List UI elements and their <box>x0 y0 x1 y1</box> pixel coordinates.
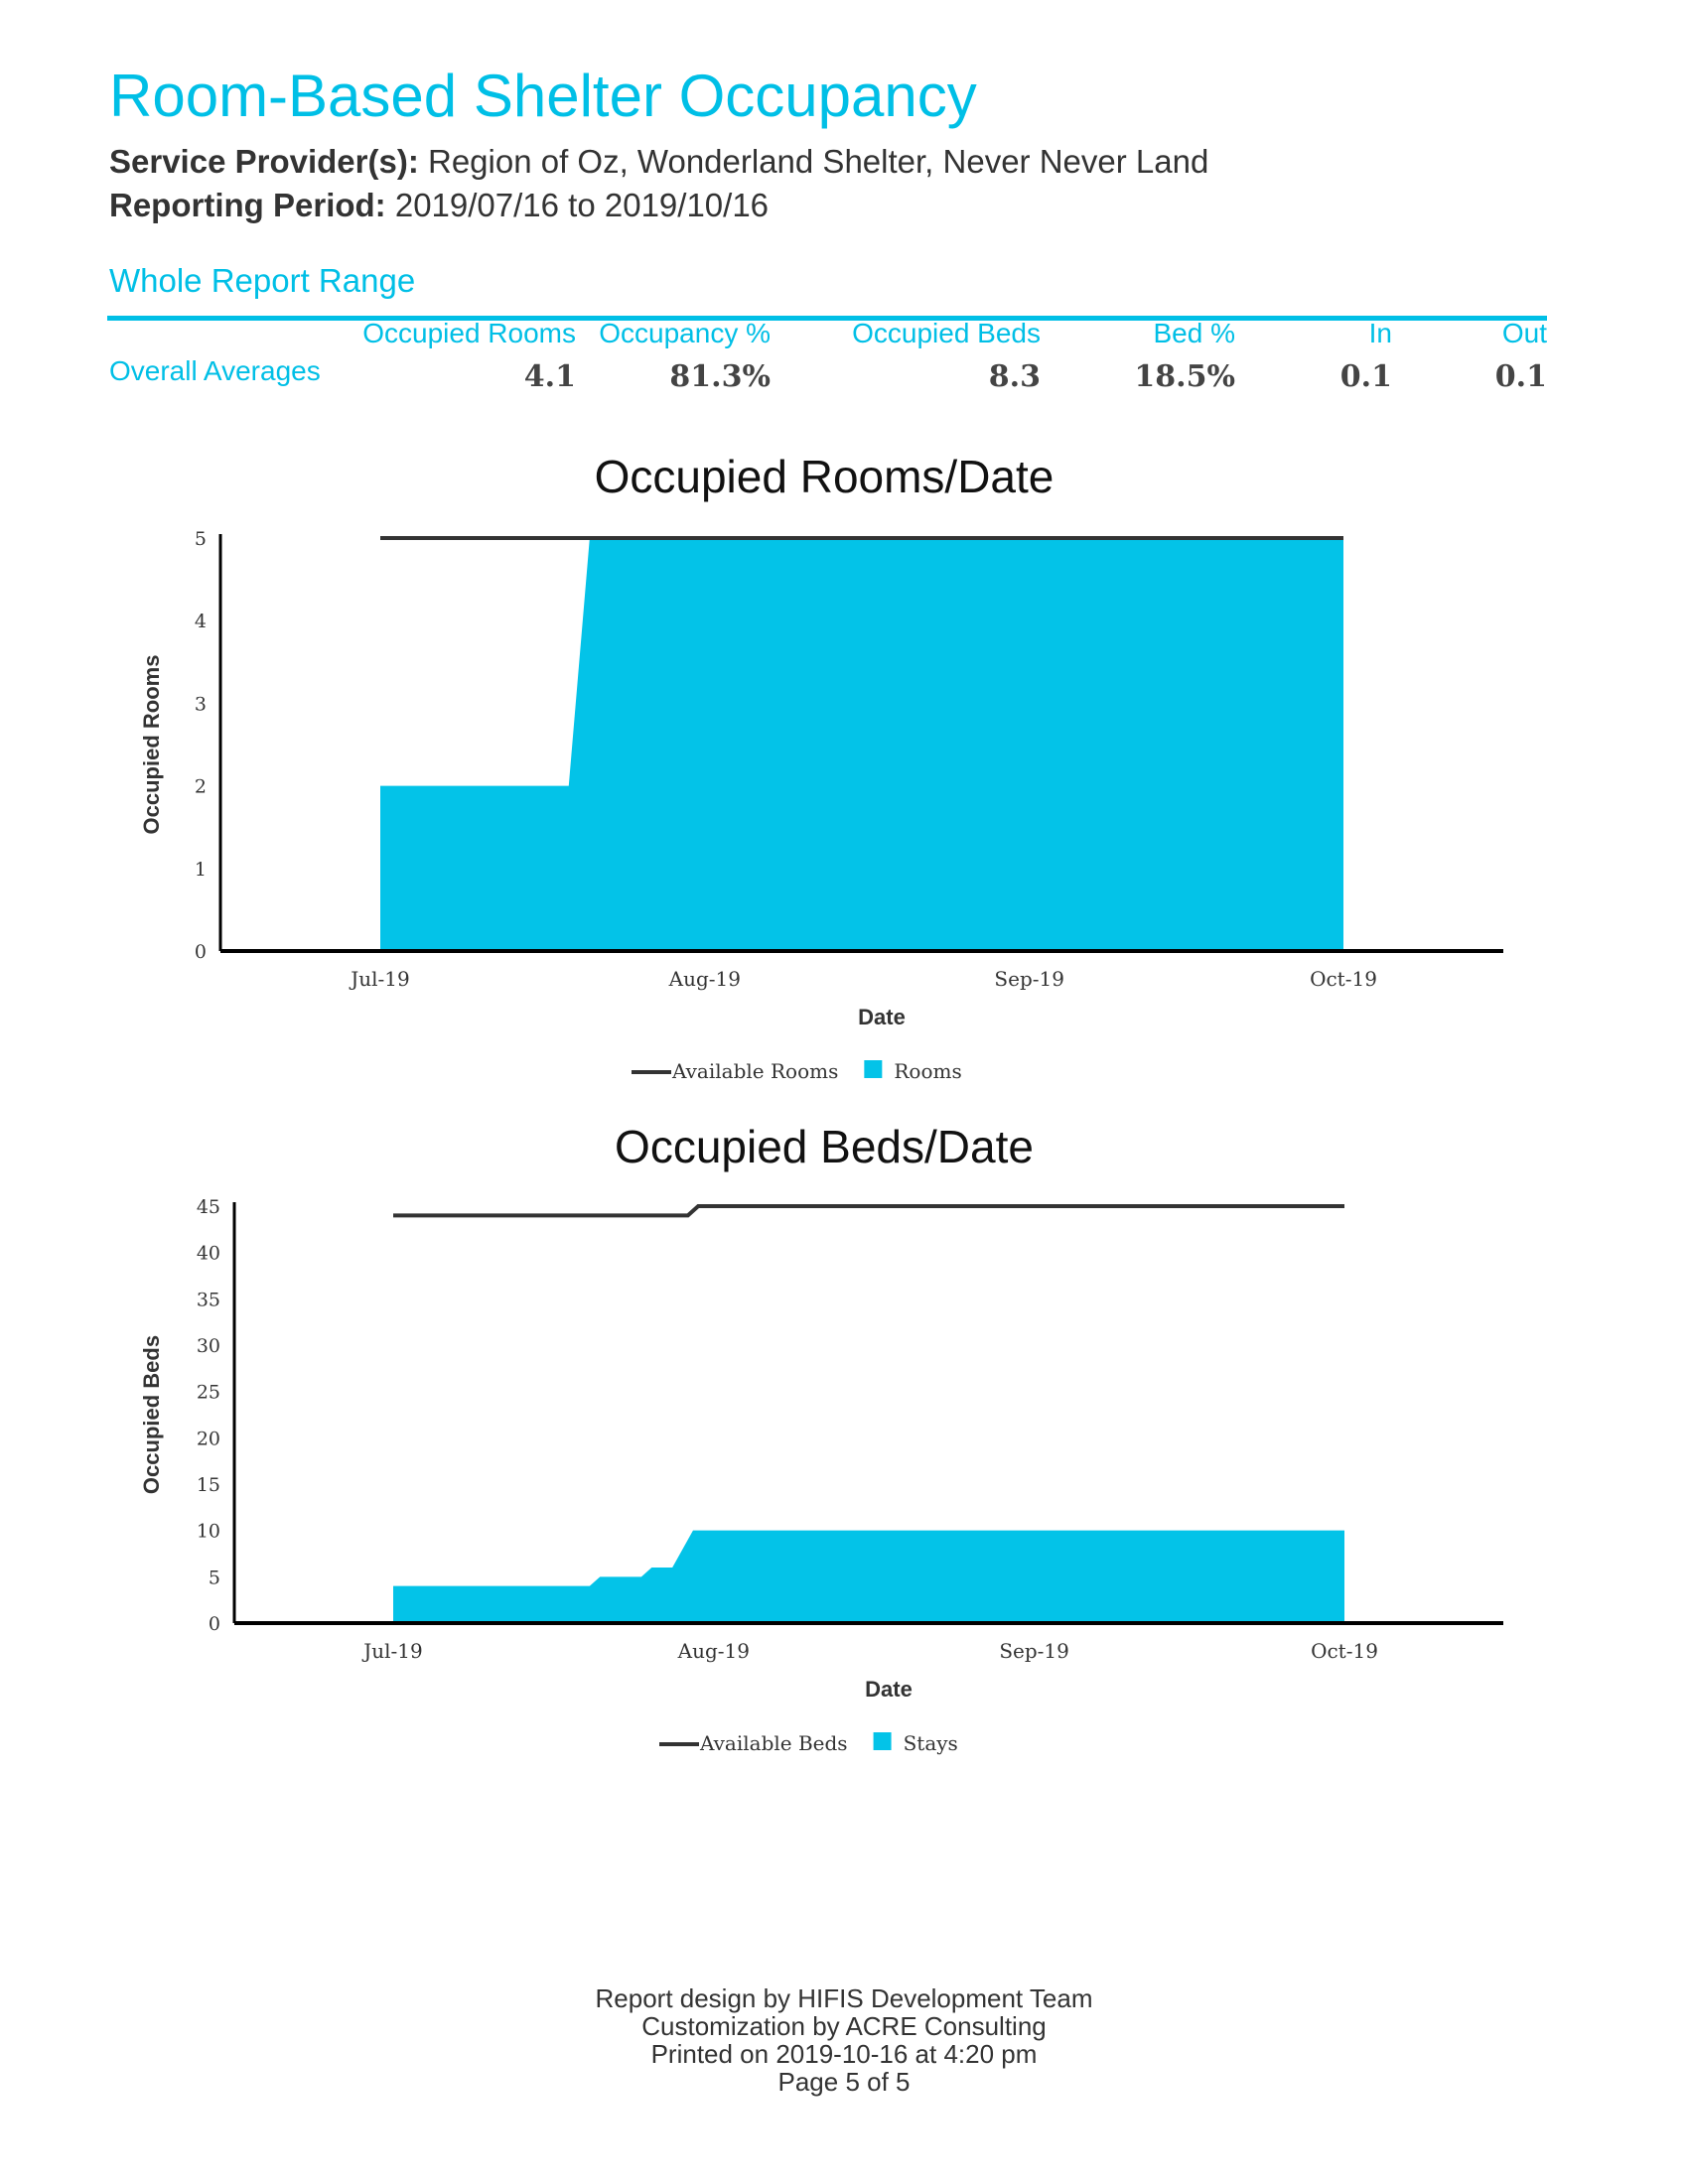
y-tick-label: 25 <box>197 1382 220 1404</box>
col-header: Occupied Rooms <box>362 318 576 348</box>
reporting-period: Reporting Period: 2019/07/16 to 2019/10/… <box>109 187 769 224</box>
y-tick-label: 20 <box>197 1428 220 1449</box>
y-tick-label: 5 <box>195 528 207 550</box>
footer-line: Report design by HIFIS Development Team <box>595 1983 1093 2013</box>
y-tick-label: 2 <box>195 776 207 798</box>
y-tick-label: 0 <box>209 1613 220 1635</box>
y-tick-label: 15 <box>197 1474 220 1496</box>
x-tick-label: Jul-19 <box>361 1639 423 1663</box>
y-tick-label: 5 <box>209 1567 220 1588</box>
provider-label: Service Provider(s): <box>109 143 419 180</box>
line-series-available-beds <box>393 1204 1344 1218</box>
occupied-beds-chart: Occupied Beds/Date 0 5 10 15 20 25 30 35 40 45 Jul-… <box>139 1121 1503 1755</box>
y-axis-label: Occupied Rooms <box>139 655 164 835</box>
section-title: Whole Report Range <box>109 262 416 299</box>
y-tick-label: 45 <box>197 1196 220 1218</box>
y-tick-label: 10 <box>197 1521 220 1543</box>
chart-title: Occupied Beds/Date <box>615 1121 1034 1172</box>
cell-value: 8.3 <box>988 359 1041 394</box>
cell-value: 81.3% <box>669 359 771 394</box>
cell-value: 4.1 <box>523 359 576 394</box>
area-series-rooms <box>380 538 1343 951</box>
col-header: Bed % <box>1153 318 1236 348</box>
y-tick-label: 4 <box>195 611 207 632</box>
col-header: Occupancy % <box>599 318 771 348</box>
row-label: Overall Averages <box>109 355 321 386</box>
x-tick-label: Oct-19 <box>1310 967 1377 991</box>
period-label: Reporting Period: <box>109 187 386 223</box>
y-tick-label: 35 <box>197 1289 220 1310</box>
y-tick-label: 0 <box>195 941 207 963</box>
x-axis-label: Date <box>858 1005 906 1029</box>
x-axis-label: Date <box>865 1677 913 1702</box>
footer-line: Page 5 of 5 <box>777 2067 911 2097</box>
col-header: In <box>1368 318 1392 348</box>
service-provider: Service Provider(s): Region of Oz, Wonde… <box>109 143 1208 181</box>
x-tick-label: Sep-19 <box>994 967 1064 991</box>
legend-swatch-icon <box>864 1060 883 1078</box>
provider-value: Region of Oz, Wonderland Shelter, Never … <box>427 143 1209 180</box>
occupied-rooms-chart: Occupied Rooms/Date 0 1 2 3 4 5 Jul-19 Aug-19 Sep… <box>139 451 1503 1083</box>
x-tick-label: Jul-19 <box>349 967 410 991</box>
y-axis-label: Occupied Beds <box>139 1335 164 1494</box>
divider <box>107 316 1547 321</box>
x-tick-label: Aug-19 <box>668 967 741 991</box>
cell-value: 0.1 <box>1339 359 1392 394</box>
report-title: Room-Based Shelter Occupancy <box>109 63 977 129</box>
legend-label: Available Beds <box>699 1731 848 1755</box>
cell-value: 0.1 <box>1494 359 1547 394</box>
col-header: Out <box>1501 318 1547 348</box>
x-tick-label: Aug-19 <box>677 1639 750 1663</box>
period-value: 2019/07/16 to 2019/10/16 <box>394 187 770 223</box>
col-header: Occupied Beds <box>852 318 1041 348</box>
cell-value: 18.5% <box>1134 359 1235 394</box>
footer-line: Printed on 2019-10-16 at 4:20 pm <box>650 2039 1038 2069</box>
x-tick-label: Oct-19 <box>1311 1639 1378 1663</box>
chart-title: Occupied Rooms/Date <box>595 451 1055 502</box>
footer-line: Customization by ACRE Consulting <box>641 2011 1047 2041</box>
y-tick-label: 1 <box>195 859 207 881</box>
legend-swatch-icon <box>873 1732 892 1750</box>
y-tick-label: 3 <box>195 693 207 715</box>
legend-label: Rooms <box>894 1059 961 1083</box>
x-tick-label: Sep-19 <box>999 1639 1069 1663</box>
y-tick-label: 30 <box>197 1335 220 1357</box>
area-series-stays <box>393 1530 1344 1623</box>
legend-label: Stays <box>904 1731 958 1755</box>
legend-label: Available Rooms <box>671 1059 838 1083</box>
y-tick-label: 40 <box>197 1243 220 1265</box>
